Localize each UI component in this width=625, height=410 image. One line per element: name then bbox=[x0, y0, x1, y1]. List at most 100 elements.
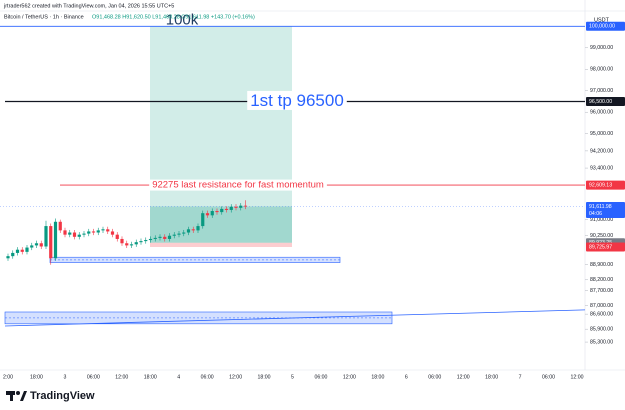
x-tick-label: 3 bbox=[63, 374, 66, 380]
candle-body bbox=[49, 226, 53, 259]
price-label: 96,500.00 bbox=[589, 99, 612, 105]
candle-body bbox=[6, 256, 10, 259]
price-label: 91,611.98 bbox=[589, 204, 612, 210]
price-label: 92,609.13 bbox=[589, 182, 612, 188]
candle-body bbox=[158, 236, 162, 238]
y-tick-label: 93,400.00 bbox=[590, 165, 613, 171]
y-tick-label: 95,000.00 bbox=[590, 131, 613, 137]
x-tick-label: 4 bbox=[177, 374, 180, 380]
candle-body bbox=[44, 226, 48, 247]
attribution: jrtrader562 created with TradingView.com… bbox=[3, 3, 174, 9]
logo-icon bbox=[10, 391, 13, 401]
level-text: 1st tp 96500 bbox=[250, 91, 344, 110]
price-label-box bbox=[586, 201, 625, 218]
x-tick-label: 06:00 bbox=[201, 374, 214, 380]
candle-body bbox=[215, 211, 219, 213]
candle-body bbox=[148, 238, 153, 241]
candle-body bbox=[106, 229, 110, 232]
candle-body bbox=[177, 233, 181, 235]
price-label: 89,725.97 bbox=[589, 244, 612, 250]
candle-body bbox=[229, 206, 233, 210]
candle-body bbox=[68, 232, 72, 235]
stop-zone bbox=[150, 242, 292, 247]
x-tick-label: 18:00 bbox=[371, 374, 384, 380]
y-tick-label: 98,000.00 bbox=[590, 67, 613, 73]
y-tick-label: 90,250.00 bbox=[590, 233, 613, 239]
candle-body bbox=[172, 234, 176, 236]
level-text-bg bbox=[149, 179, 327, 191]
x-tick-label: 18:00 bbox=[485, 374, 498, 380]
candle-body bbox=[120, 238, 124, 244]
ohlc: O91,468.28 H91,620.50 L91,468.28 C91,611… bbox=[92, 14, 255, 20]
x-tick-label: 12:00 bbox=[343, 374, 356, 380]
x-tick-label: 5 bbox=[291, 374, 294, 380]
candle-body bbox=[134, 242, 138, 245]
candle-body bbox=[34, 243, 39, 246]
price-label-box bbox=[586, 242, 625, 252]
candle-body bbox=[186, 229, 191, 233]
candle-body bbox=[139, 241, 143, 243]
logo: TradingView bbox=[6, 390, 95, 402]
x-tick-label: 06:00 bbox=[428, 374, 441, 380]
plot-layer: 99,000.00 98,000.00 97,000.00 96,000.00 95,0… bbox=[0, 0, 625, 380]
logo-icon bbox=[20, 391, 27, 401]
y-tick-label: 88,900.00 bbox=[590, 262, 613, 268]
x-tick-label: 06:00 bbox=[314, 374, 327, 380]
candle-body bbox=[239, 205, 243, 208]
candle-body bbox=[191, 229, 195, 231]
candle-body bbox=[58, 221, 62, 231]
x-tick-label: 18:00 bbox=[30, 374, 43, 380]
candle-body bbox=[20, 249, 24, 252]
target-zone bbox=[150, 26, 292, 207]
branding: TradingView bbox=[30, 390, 95, 402]
y-tick-label: 88,200.00 bbox=[590, 277, 613, 283]
candle-body bbox=[153, 237, 157, 239]
candle-body bbox=[110, 231, 115, 235]
level-text: 92275 last resistance for fast momentum bbox=[152, 180, 324, 191]
candle-body bbox=[201, 213, 205, 227]
price-label: 100,000.00 bbox=[589, 24, 615, 30]
x-tick-label: 12:00 bbox=[229, 374, 242, 380]
candle-body bbox=[196, 226, 200, 231]
y-tick-label: 96,000.00 bbox=[590, 110, 613, 116]
price-label-box bbox=[586, 21, 625, 31]
candle-body bbox=[115, 234, 119, 239]
y-tick-label: 99,000.00 bbox=[590, 45, 613, 51]
y-tick-label: 94,200.00 bbox=[590, 148, 613, 154]
candle-body bbox=[101, 229, 105, 231]
candle-body bbox=[125, 243, 129, 246]
x-tick-label: 12:00 bbox=[457, 374, 470, 380]
y-tick-label: 87,000.00 bbox=[590, 303, 613, 309]
candle-body bbox=[234, 206, 238, 208]
position-label: 100k bbox=[166, 11, 199, 28]
candle-body bbox=[25, 247, 29, 252]
y-tick-label: 85,900.00 bbox=[590, 327, 613, 333]
candle-body bbox=[205, 213, 210, 216]
candle-body bbox=[167, 235, 172, 239]
price-sublabel: 04:06 bbox=[589, 211, 602, 217]
currency: USDT bbox=[594, 17, 610, 23]
level-text-bg bbox=[247, 90, 347, 110]
y-tick-label: 86,600.00 bbox=[590, 312, 613, 318]
candle-body bbox=[72, 232, 77, 237]
trendline bbox=[4, 309, 586, 327]
candle-body bbox=[182, 232, 186, 234]
candle-body bbox=[163, 236, 167, 239]
price-label-box bbox=[586, 96, 625, 106]
candle-body bbox=[82, 233, 86, 235]
x-tick-label: 18:00 bbox=[258, 374, 271, 380]
candle-body bbox=[224, 208, 229, 210]
x-tick-label: 06:00 bbox=[87, 374, 100, 380]
candle-body bbox=[129, 244, 134, 246]
candle-body bbox=[77, 234, 81, 237]
x-tick-label: 18:00 bbox=[144, 374, 157, 380]
candle-body bbox=[11, 252, 15, 257]
y-tick-label: 97,000.00 bbox=[590, 88, 613, 94]
price-label-box bbox=[586, 180, 625, 190]
x-tick-label: 12:00 bbox=[115, 374, 128, 380]
x-tick-label: 7 bbox=[519, 374, 522, 380]
y-tick-label: 85,300.00 bbox=[590, 339, 613, 345]
y-tick-label: 91,000.00 bbox=[590, 217, 613, 223]
